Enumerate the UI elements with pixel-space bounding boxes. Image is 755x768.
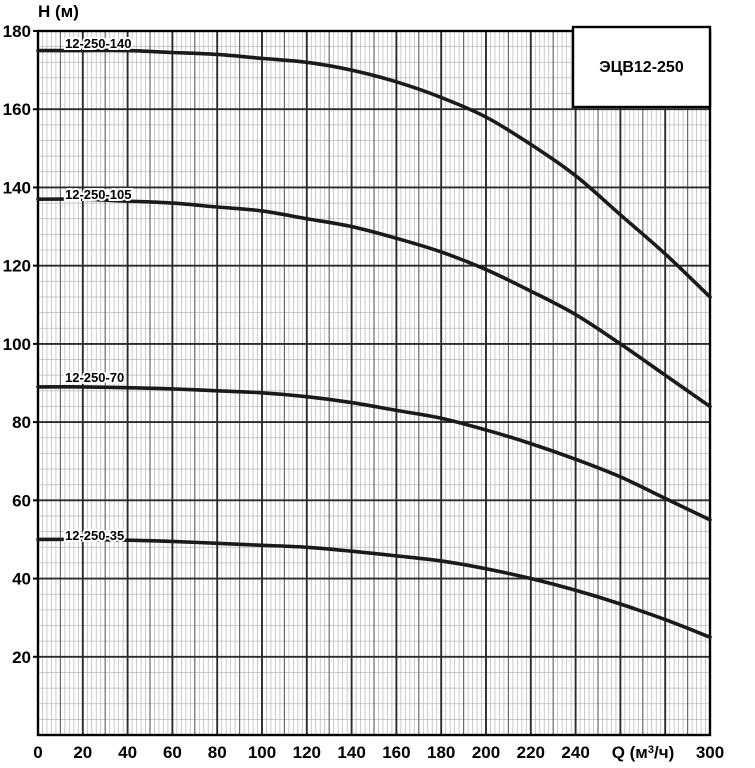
x-tick-40: 40 xyxy=(118,743,137,762)
curve-label-12-250-35: 12-250-35 xyxy=(65,528,124,543)
y-tick-40: 40 xyxy=(12,570,31,589)
x-tick-240: 240 xyxy=(561,743,589,762)
x-tick-200: 200 xyxy=(472,743,500,762)
y-tick-100: 100 xyxy=(3,335,31,354)
x-tick-140: 140 xyxy=(337,743,365,762)
x-axis-tick-labels: 0 20 40 60 80 100 120 140 160 180 200 220 240 300 xyxy=(33,743,724,762)
x-tick-120: 120 xyxy=(293,743,321,762)
x-axis-title-group: Q (м3/ч) xyxy=(612,743,675,762)
series-curves xyxy=(36,48,712,640)
x-tick-220: 220 xyxy=(517,743,545,762)
curve-12-250-140 xyxy=(36,48,712,299)
x-tick-60: 60 xyxy=(163,743,182,762)
y-axis-title-group: H (м) xyxy=(38,2,79,21)
curve-12-250-35 xyxy=(36,537,712,640)
y-tick-80: 80 xyxy=(12,413,31,432)
curve-label-12-250-140: 12-250-140 xyxy=(65,36,132,51)
x-tick-0: 0 xyxy=(33,743,42,762)
x-tick-160: 160 xyxy=(382,743,410,762)
x-tick-300: 300 xyxy=(696,743,724,762)
curve-12-250-70 xyxy=(36,385,712,522)
x-tick-180: 180 xyxy=(427,743,455,762)
curve-12-250-105 xyxy=(36,197,712,409)
y-tick-180: 180 xyxy=(3,22,31,41)
chart-title: ЭЦВ12-250 xyxy=(599,59,684,76)
y-tick-20: 20 xyxy=(12,648,31,667)
y-tick-60: 60 xyxy=(12,491,31,510)
x-tick-20: 20 xyxy=(73,743,92,762)
y-axis-title: H (м) xyxy=(38,2,79,21)
curve-label-12-250-70: 12-250-70 xyxy=(65,370,124,385)
x-tick-100: 100 xyxy=(248,743,276,762)
y-tick-120: 120 xyxy=(3,257,31,276)
curve-label-12-250-105: 12-250-105 xyxy=(65,187,132,202)
x-axis-title: Q (м3/ч) xyxy=(612,743,675,762)
plot-frame xyxy=(36,29,712,737)
chart-title-box: ЭЦВ12-250 xyxy=(571,25,712,109)
grid-medium-lines xyxy=(59,31,689,735)
y-axis-tick-labels: 20 40 60 80 100 120 140 160 180 xyxy=(3,22,38,667)
y-tick-140: 140 xyxy=(3,178,31,197)
curve-labels: 12-250-140 12-250-105 12-250-70 12-250-35 xyxy=(63,34,134,545)
y-tick-160: 160 xyxy=(3,100,31,119)
x-tick-80: 80 xyxy=(208,743,227,762)
